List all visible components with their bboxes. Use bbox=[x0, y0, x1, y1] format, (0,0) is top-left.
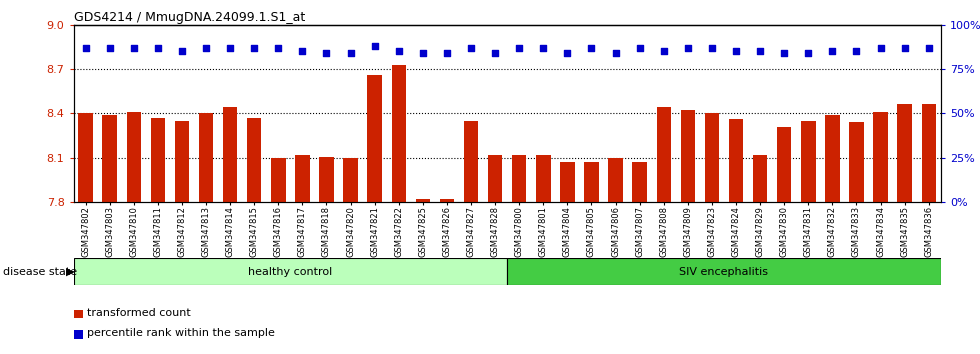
Bar bbox=[151, 118, 165, 202]
Point bbox=[198, 45, 214, 51]
Bar bbox=[898, 104, 912, 202]
Bar bbox=[464, 121, 478, 202]
Point bbox=[102, 45, 118, 51]
Bar bbox=[416, 199, 430, 202]
Bar bbox=[584, 162, 599, 202]
Bar bbox=[536, 155, 551, 202]
Point bbox=[921, 45, 937, 51]
Point bbox=[824, 48, 840, 54]
Point bbox=[535, 45, 551, 51]
Point bbox=[464, 45, 479, 51]
Point bbox=[512, 45, 527, 51]
Bar bbox=[561, 162, 574, 202]
Bar bbox=[632, 162, 647, 202]
Bar bbox=[392, 64, 406, 202]
Bar bbox=[753, 155, 767, 202]
Bar bbox=[102, 115, 117, 202]
Bar bbox=[850, 122, 863, 202]
Point bbox=[753, 48, 768, 54]
Point bbox=[343, 50, 359, 56]
Point bbox=[776, 50, 792, 56]
Text: percentile rank within the sample: percentile rank within the sample bbox=[87, 328, 275, 338]
Bar bbox=[440, 199, 454, 202]
Bar bbox=[174, 121, 189, 202]
Bar bbox=[199, 113, 214, 202]
Bar bbox=[247, 118, 262, 202]
Bar bbox=[680, 110, 695, 202]
Bar bbox=[222, 107, 237, 202]
Text: disease state: disease state bbox=[3, 267, 77, 277]
Point bbox=[584, 45, 600, 51]
Point bbox=[318, 50, 334, 56]
Point bbox=[222, 45, 238, 51]
Point bbox=[656, 48, 671, 54]
Bar bbox=[319, 157, 333, 202]
Bar bbox=[78, 113, 93, 202]
Point bbox=[174, 48, 190, 54]
Bar bbox=[488, 155, 503, 202]
Point bbox=[295, 48, 311, 54]
Bar bbox=[74, 258, 508, 285]
Point bbox=[391, 48, 407, 54]
Point bbox=[560, 50, 575, 56]
Bar bbox=[74, 310, 83, 318]
Point bbox=[632, 45, 648, 51]
Point bbox=[897, 45, 912, 51]
Point bbox=[801, 50, 816, 56]
Bar bbox=[777, 126, 792, 202]
Text: healthy control: healthy control bbox=[248, 267, 332, 277]
Text: transformed count: transformed count bbox=[87, 308, 191, 319]
Bar bbox=[508, 258, 941, 285]
Bar bbox=[705, 113, 719, 202]
Bar bbox=[729, 119, 743, 202]
Bar bbox=[368, 75, 382, 202]
Point bbox=[246, 45, 262, 51]
Point bbox=[439, 50, 455, 56]
Bar bbox=[921, 104, 936, 202]
Bar bbox=[295, 155, 310, 202]
Text: SIV encephalitis: SIV encephalitis bbox=[679, 267, 768, 277]
Text: ▶: ▶ bbox=[66, 267, 74, 277]
Point bbox=[849, 48, 864, 54]
Bar bbox=[343, 158, 358, 202]
Bar bbox=[512, 155, 526, 202]
Point bbox=[270, 45, 286, 51]
Point bbox=[680, 45, 696, 51]
Point bbox=[367, 43, 382, 49]
Text: GDS4214 / MmugDNA.24099.1.S1_at: GDS4214 / MmugDNA.24099.1.S1_at bbox=[74, 11, 305, 24]
Bar bbox=[74, 331, 83, 339]
Point bbox=[704, 45, 719, 51]
Bar bbox=[657, 107, 671, 202]
Point bbox=[728, 48, 744, 54]
Point bbox=[150, 45, 166, 51]
Bar bbox=[609, 158, 623, 202]
Point bbox=[415, 50, 430, 56]
Bar bbox=[801, 121, 815, 202]
Bar bbox=[825, 115, 840, 202]
Bar bbox=[271, 158, 285, 202]
Point bbox=[77, 45, 93, 51]
Point bbox=[487, 50, 503, 56]
Point bbox=[873, 45, 889, 51]
Point bbox=[608, 50, 623, 56]
Bar bbox=[873, 112, 888, 202]
Bar bbox=[126, 112, 141, 202]
Point bbox=[125, 45, 141, 51]
